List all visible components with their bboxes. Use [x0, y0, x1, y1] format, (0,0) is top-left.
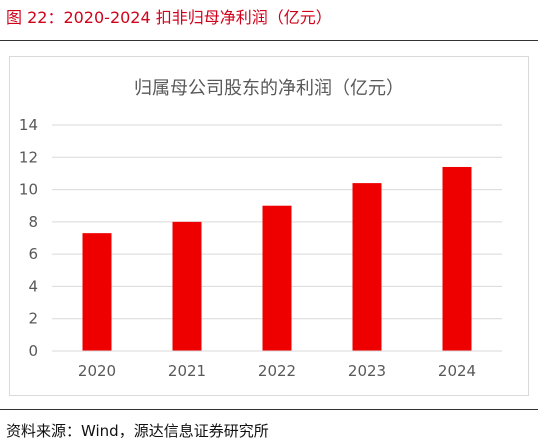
x-tick-label: 2023 [348, 362, 386, 380]
x-axis-ticks: 2020 2021 2022 2023 2024 [52, 350, 502, 380]
bar-2022 [262, 205, 292, 351]
bar-2020 [82, 233, 112, 351]
x-tick-label: 2024 [438, 362, 476, 380]
source-note: 资料来源：Wind，源达信息证券研究所 [6, 422, 269, 440]
y-tick-label: 10 [19, 181, 38, 199]
bottom-divider [0, 409, 538, 410]
y-tick-label: 4 [28, 277, 38, 295]
figure-title: 图 22：2020-2024 扣非归母净利润（亿元） [6, 8, 332, 27]
chart-title: 归属母公司股东的净利润（亿元） [134, 78, 404, 99]
bars [82, 166, 472, 351]
x-tick-label: 2020 [78, 362, 116, 380]
x-tick-label: 2022 [258, 362, 296, 380]
top-divider [0, 40, 538, 41]
y-tick-label: 14 [19, 116, 38, 134]
y-tick-label: 12 [19, 148, 38, 166]
y-tick-label: 2 [28, 310, 38, 328]
x-tick-label: 2021 [168, 362, 206, 380]
bar-2023 [352, 183, 382, 351]
bar-2024 [442, 166, 472, 351]
y-tick-label: 8 [28, 213, 38, 231]
y-axis-ticks: 0 2 4 6 8 10 12 14 [19, 116, 38, 360]
y-tick-label: 0 [28, 342, 38, 360]
y-tick-label: 6 [28, 245, 38, 263]
bar-2021 [172, 221, 202, 351]
